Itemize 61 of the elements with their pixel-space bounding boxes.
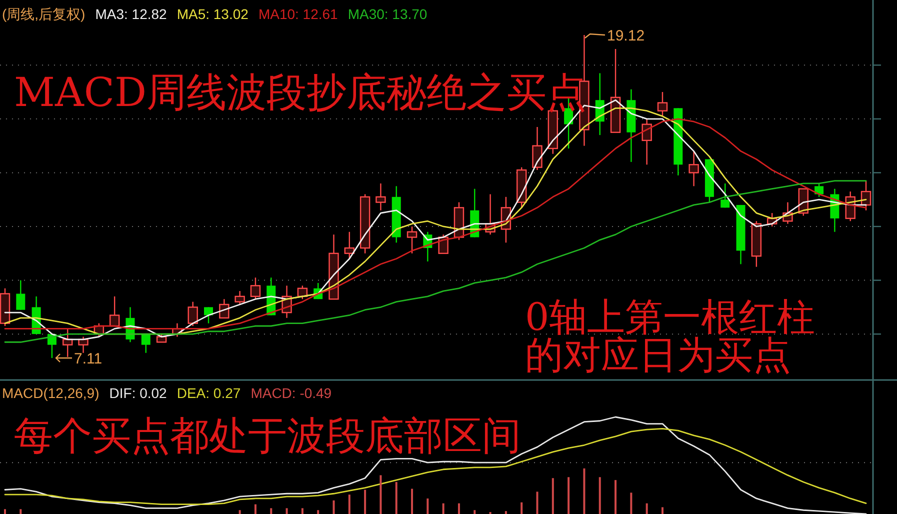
bar [4,509,6,514]
candlestick [406,226,418,254]
text: MA10: 12.61 [258,6,338,22]
candlestick [16,280,26,310]
bar [458,503,460,514]
text: MA30: 13.70 [348,6,428,22]
candlestick [78,336,88,354]
bar [504,511,507,514]
candlestick [250,276,261,300]
bar [317,510,320,514]
candlestick [532,126,542,171]
candlestick [814,182,824,198]
bar [238,510,241,514]
annotation: 0轴上第一根红柱的对应日为买点 [525,295,816,377]
candlestick [141,333,150,354]
annotation: 7.11 [74,350,102,368]
candlestick [344,231,354,260]
bar [598,477,601,514]
candlestick [688,150,699,187]
candlestick [204,306,214,324]
text: DEA: 0.27 [176,385,241,401]
bar [426,498,429,514]
bar [442,503,444,514]
candlestick [297,285,308,300]
candlestick [376,182,386,211]
annotation: 19.12 [607,28,645,44]
annotation: 每个买点都处于波段底部区间 [14,414,521,459]
bar [474,510,476,514]
bar [348,494,350,514]
bar [552,478,554,514]
candlestick [188,301,198,327]
text: DIF: 0.02 [109,385,168,401]
bar [630,492,632,514]
text: MA5: 13.02 [176,6,249,22]
text: MACD: -0.49 [250,385,332,401]
bar [568,477,570,514]
bar [254,504,256,514]
bar [646,503,648,514]
bar [380,475,382,514]
bar [301,508,304,514]
bar [395,482,398,514]
candlestick [234,290,245,306]
candlestick [109,296,120,327]
candlestick [657,91,668,117]
candlestick [720,182,730,208]
bar [661,507,664,514]
bar [614,480,617,514]
text: MA3: 12.82 [95,6,168,22]
bar [520,502,523,514]
candlestick [642,118,652,166]
bar [332,500,335,514]
candlestick [219,298,230,319]
bar [364,490,366,514]
chart-title: (周线,后复权) [2,6,86,22]
chart-title: MACD(12,26,9) [2,385,100,401]
bar [536,492,538,514]
bar [270,508,272,514]
bar [286,508,288,514]
bar [583,468,586,514]
bar [20,509,22,514]
bar [411,488,414,514]
